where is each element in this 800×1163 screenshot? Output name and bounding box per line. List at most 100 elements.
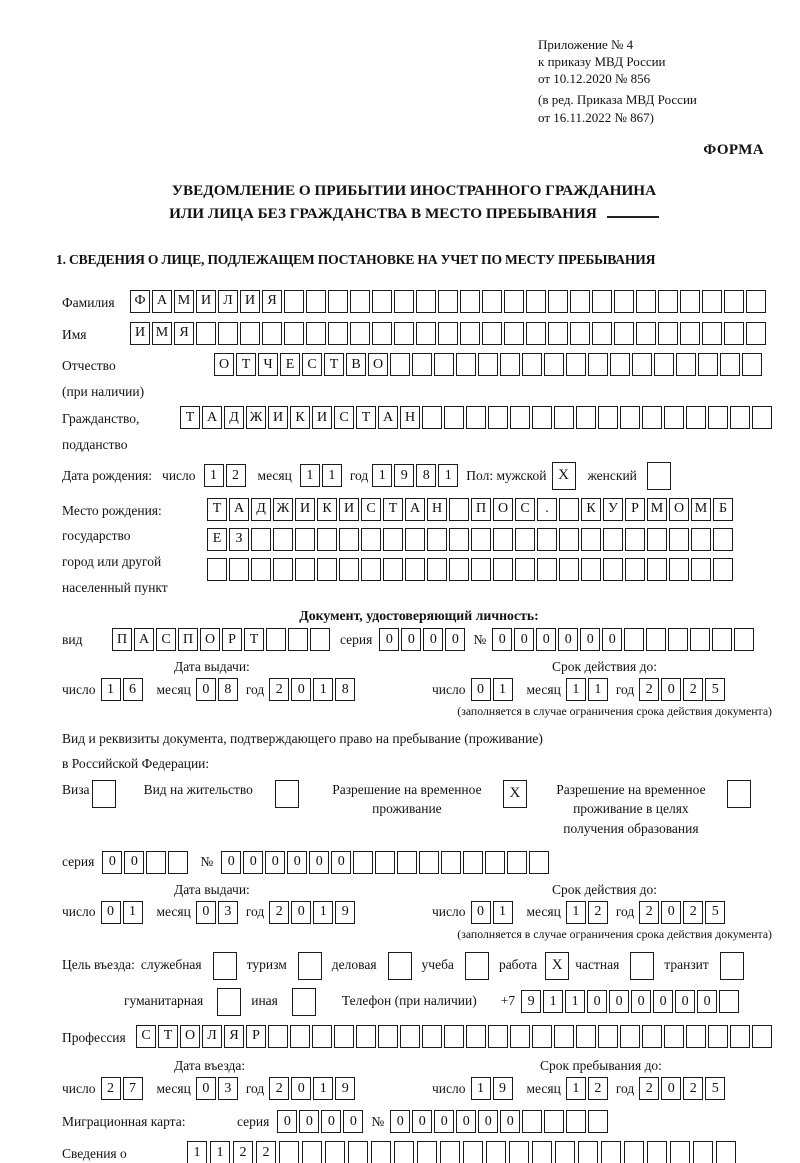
char-cell[interactable] <box>290 1024 310 1048</box>
char-cell[interactable] <box>438 321 458 345</box>
char-cell[interactable]: 0 <box>100 900 121 924</box>
char-cell[interactable] <box>654 353 674 377</box>
char-cell[interactable]: 0 <box>478 1110 499 1134</box>
char-cell[interactable] <box>614 321 634 345</box>
char-cell[interactable]: 2 <box>269 678 290 702</box>
char-cell[interactable]: 0 <box>243 850 264 874</box>
char-cell[interactable]: 2 <box>225 464 246 488</box>
char-cell[interactable] <box>466 1024 486 1048</box>
char-cell[interactable] <box>691 527 711 551</box>
char-cell[interactable]: М <box>174 289 194 313</box>
char-cell[interactable] <box>361 527 381 551</box>
char-cell[interactable]: 9 <box>335 900 356 924</box>
purpose-tourism-checkbox[interactable] <box>297 951 322 980</box>
char-cell[interactable]: Н <box>400 406 420 430</box>
char-cell[interactable]: 5 <box>705 900 726 924</box>
char-cell[interactable] <box>463 850 484 874</box>
char-cell[interactable]: Б <box>713 497 733 521</box>
char-cell[interactable] <box>532 406 552 430</box>
char-cell[interactable] <box>620 406 640 430</box>
char-cell[interactable]: Я <box>224 1024 244 1048</box>
char-cell[interactable]: 1 <box>492 900 513 924</box>
char-cell[interactable] <box>427 557 447 581</box>
char-cell[interactable]: 1 <box>299 464 320 488</box>
char-cell[interactable] <box>394 289 414 313</box>
char-cell[interactable]: . <box>537 497 557 521</box>
char-cell[interactable]: О <box>368 353 388 377</box>
char-cell[interactable] <box>544 353 564 377</box>
char-cell[interactable] <box>372 321 392 345</box>
char-cell[interactable] <box>397 850 418 874</box>
char-cell[interactable] <box>690 628 711 652</box>
char-cell[interactable] <box>394 321 414 345</box>
char-cell[interactable]: 2 <box>639 1077 660 1101</box>
char-cell[interactable] <box>334 1024 354 1048</box>
char-cell[interactable] <box>658 321 678 345</box>
char-cell[interactable] <box>624 628 645 652</box>
char-cell[interactable] <box>251 557 271 581</box>
char-cell[interactable] <box>218 321 238 345</box>
char-cell[interactable]: 0 <box>675 990 696 1014</box>
char-cell[interactable] <box>724 289 744 313</box>
char-cell[interactable] <box>449 527 469 551</box>
char-cell[interactable] <box>647 527 667 551</box>
char-cell[interactable]: 3 <box>217 900 238 924</box>
char-cell[interactable] <box>581 527 601 551</box>
char-cell[interactable]: А <box>202 406 222 430</box>
char-cell[interactable] <box>378 1024 398 1048</box>
char-cell[interactable]: 2 <box>683 1077 704 1101</box>
char-cell[interactable]: 0 <box>102 850 123 874</box>
char-cell[interactable]: 0 <box>343 1110 364 1134</box>
char-cell[interactable] <box>742 353 762 377</box>
char-cell[interactable]: З <box>229 527 249 551</box>
char-cell[interactable] <box>353 850 374 874</box>
char-cell[interactable] <box>312 1024 332 1048</box>
char-cell[interactable]: 0 <box>456 1110 477 1134</box>
char-cell[interactable]: 1 <box>100 678 121 702</box>
char-cell[interactable] <box>485 850 506 874</box>
sex-female-checkbox[interactable] <box>646 461 671 490</box>
char-cell[interactable] <box>371 1141 391 1163</box>
char-cell[interactable]: П <box>112 628 132 652</box>
char-cell[interactable] <box>598 1024 618 1048</box>
char-cell[interactable] <box>251 527 271 551</box>
char-cell[interactable] <box>361 557 381 581</box>
purpose-commercial-checkbox[interactable] <box>387 951 412 980</box>
char-cell[interactable]: Л <box>202 1024 222 1048</box>
purpose-business-checkbox[interactable] <box>212 951 237 980</box>
char-cell[interactable] <box>488 406 508 430</box>
temp-residence-checkbox[interactable]: X <box>502 779 527 808</box>
char-cell[interactable] <box>578 1141 598 1163</box>
char-cell[interactable] <box>493 557 513 581</box>
char-cell[interactable]: Т <box>207 497 227 521</box>
char-cell[interactable] <box>466 406 486 430</box>
char-cell[interactable] <box>266 628 286 652</box>
char-cell[interactable] <box>526 289 546 313</box>
char-cell[interactable] <box>390 353 410 377</box>
char-cell[interactable]: 0 <box>331 850 352 874</box>
char-cell[interactable]: А <box>378 406 398 430</box>
char-cell[interactable]: 0 <box>287 850 308 874</box>
char-cell[interactable] <box>708 1024 728 1048</box>
char-cell[interactable]: А <box>405 497 425 521</box>
residence-permit-checkbox[interactable] <box>274 779 299 808</box>
char-cell[interactable] <box>544 1110 565 1134</box>
char-cell[interactable] <box>720 353 740 377</box>
char-cell[interactable]: Н <box>427 497 447 521</box>
char-cell[interactable]: 0 <box>609 990 630 1014</box>
char-cell[interactable]: 2 <box>683 678 704 702</box>
char-cell[interactable]: А <box>134 628 154 652</box>
char-cell[interactable]: 0 <box>500 1110 521 1134</box>
char-cell[interactable] <box>669 557 689 581</box>
char-cell[interactable]: О <box>669 497 689 521</box>
char-cell[interactable]: П <box>471 497 491 521</box>
char-cell[interactable] <box>719 990 740 1014</box>
char-cell[interactable] <box>273 557 293 581</box>
char-cell[interactable] <box>440 1141 460 1163</box>
char-cell[interactable] <box>422 1024 442 1048</box>
char-cell[interactable] <box>383 557 403 581</box>
char-cell[interactable] <box>730 1024 750 1048</box>
purpose-humanitarian-checkbox[interactable] <box>217 987 242 1016</box>
char-cell[interactable]: 0 <box>390 1110 411 1134</box>
char-cell[interactable]: 2 <box>683 900 704 924</box>
